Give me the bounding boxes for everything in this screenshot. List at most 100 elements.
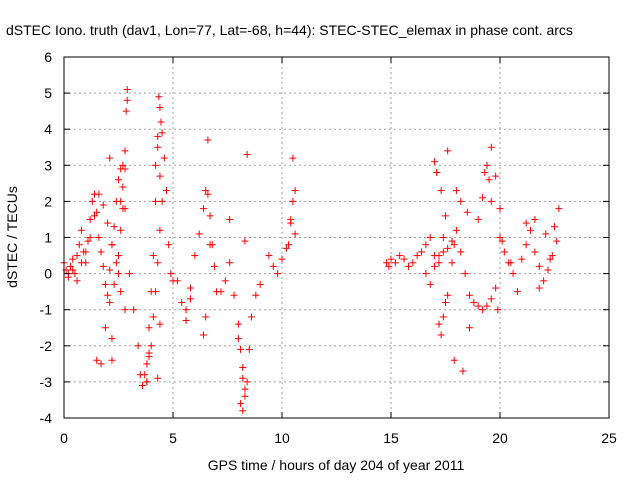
data-point <box>149 252 157 260</box>
data-point <box>191 252 199 260</box>
data-point <box>278 255 286 263</box>
data-point <box>535 262 543 270</box>
data-point <box>465 324 473 332</box>
data-point <box>513 288 521 296</box>
data-point <box>289 154 297 162</box>
data-point <box>121 306 129 314</box>
data-point <box>154 143 162 151</box>
data-point <box>442 212 449 220</box>
data-point <box>435 320 443 328</box>
data-point <box>465 291 473 299</box>
data-point <box>247 313 255 321</box>
data-point <box>86 234 94 241</box>
data-point <box>217 288 225 296</box>
data-point <box>385 262 393 270</box>
y-tick-label: 1 <box>44 230 52 246</box>
data-point <box>210 262 218 270</box>
data-point <box>507 259 515 267</box>
data-point <box>202 313 210 321</box>
data-point <box>546 255 554 263</box>
data-point <box>108 335 116 343</box>
data-point <box>154 374 162 382</box>
data-point <box>474 215 482 223</box>
data-point <box>158 129 166 137</box>
data-point <box>483 161 491 169</box>
data-point <box>158 197 166 205</box>
data-point <box>101 280 109 288</box>
data-point <box>252 291 260 299</box>
data-point <box>138 382 146 390</box>
data-point <box>101 324 109 332</box>
data-point <box>69 255 77 263</box>
data-point <box>500 248 508 256</box>
data-point <box>245 345 253 353</box>
data-point <box>122 107 130 115</box>
data-point <box>226 259 234 267</box>
data-point <box>95 234 103 241</box>
data-point <box>243 378 251 386</box>
data-point <box>152 197 160 205</box>
data-point <box>123 85 131 93</box>
data-point <box>106 154 114 162</box>
data-point <box>156 226 164 234</box>
data-point <box>274 270 282 278</box>
data-point <box>435 259 443 267</box>
data-point <box>77 226 85 234</box>
data-point <box>387 255 395 263</box>
data-point <box>544 266 552 274</box>
data-point <box>234 320 242 328</box>
data-point <box>285 241 293 249</box>
data-point <box>481 169 489 177</box>
data-point <box>404 262 412 270</box>
data-point <box>182 306 190 314</box>
data-point <box>91 212 99 220</box>
data-point <box>426 280 434 288</box>
data-point <box>195 230 203 238</box>
data-point <box>149 313 157 321</box>
data-point <box>256 280 264 288</box>
data-point <box>442 298 449 306</box>
data-point <box>239 407 247 415</box>
data-point <box>157 118 165 126</box>
data-point <box>555 205 563 213</box>
chart-title: dSTEC Iono. truth (dav1, Lon=77, Lat=-68… <box>6 22 573 38</box>
data-point <box>93 208 101 216</box>
data-point <box>123 96 131 104</box>
x-tick-label: 15 <box>383 430 399 446</box>
data-point <box>540 277 548 285</box>
data-point <box>265 252 273 260</box>
data-point <box>289 197 297 205</box>
data-point <box>110 280 118 288</box>
data-point <box>67 262 75 270</box>
data-point <box>82 248 90 256</box>
data-point <box>99 262 107 270</box>
data-point <box>143 378 151 386</box>
data-point <box>75 241 83 249</box>
x-tick-label: 10 <box>274 430 290 446</box>
y-tick-labels: -4 -3 -2 -1 0 1 2 3 4 5 6 <box>40 49 53 426</box>
data-point <box>86 215 94 223</box>
data-point <box>154 132 162 140</box>
data-point <box>535 284 543 292</box>
data-point <box>145 349 153 357</box>
data-point <box>130 306 138 314</box>
data-point <box>470 298 478 306</box>
data-point <box>409 259 417 267</box>
x-axis-label: GPS time / hours of day 204 of year 2011 <box>208 457 465 473</box>
y-tick-label: -4 <box>40 410 53 426</box>
data-point <box>437 331 445 339</box>
data-point <box>202 187 210 195</box>
data-point <box>125 270 133 278</box>
x-tick-label: 20 <box>492 430 508 446</box>
data-point <box>108 241 116 249</box>
data-point <box>145 324 153 332</box>
data-point <box>200 205 208 213</box>
data-point <box>457 248 465 256</box>
data-point <box>431 262 439 270</box>
data-point <box>106 298 114 306</box>
data-point <box>143 360 151 368</box>
data-point <box>147 342 155 350</box>
data-point <box>106 266 114 274</box>
data-point <box>485 176 493 184</box>
data-point <box>426 234 434 241</box>
